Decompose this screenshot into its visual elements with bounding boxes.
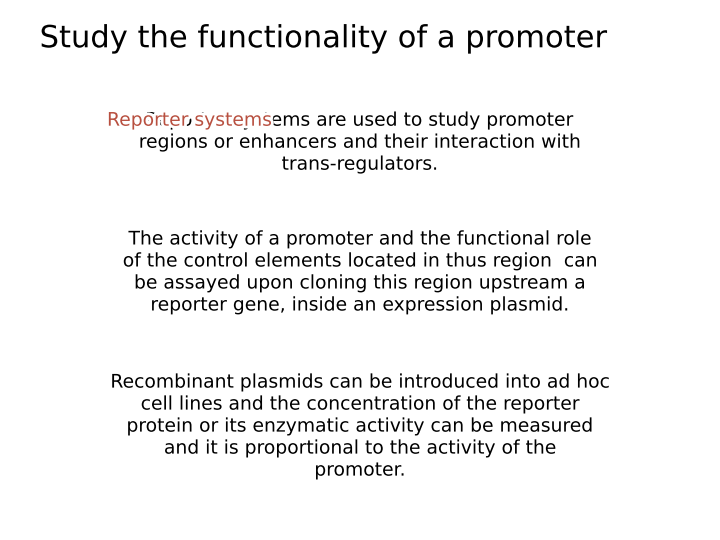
Text: Reporter systems are used to study promoter: Reporter systems are used to study promo… — [145, 111, 575, 130]
Text: Recombinant plasmids can be introduced into ad hoc
cell lines and the concentrat: Recombinant plasmids can be introduced i… — [110, 373, 610, 480]
Text: Reporter systems: Reporter systems — [277, 111, 443, 130]
Text: Study the functionality of a promoter: Study the functionality of a promoter — [40, 24, 606, 53]
Text: Reporter systems: Reporter systems — [107, 111, 273, 130]
Text: Reporter systems are used to study promoter
regions or enhancers and their inter: Reporter systems are used to study promo… — [139, 111, 581, 174]
Text: The activity of a promoter and the functional role
of the control elements locat: The activity of a promoter and the funct… — [122, 230, 598, 314]
